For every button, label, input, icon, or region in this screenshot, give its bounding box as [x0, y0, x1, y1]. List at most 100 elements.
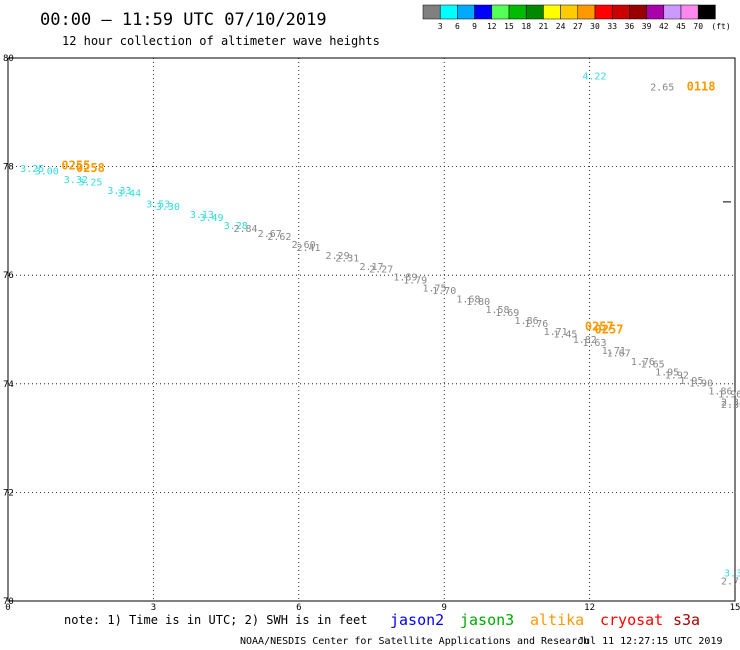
swh-label: 3.13: [190, 210, 214, 221]
swh-label: 1.76: [631, 357, 655, 368]
swh-label: 1.69: [495, 308, 519, 319]
swh-label: 1.76: [524, 319, 548, 330]
timestamp-text: Jul 11 12:27:15 UTC 2019: [578, 636, 723, 647]
swh-label: 2.17: [359, 262, 383, 273]
x-tick-label: 0: [5, 603, 10, 613]
swh-label: 3.53: [146, 199, 170, 210]
swh-label: 1.68: [456, 294, 480, 305]
swh-label: 1.79: [403, 275, 427, 286]
chart-subtitle: 12 hour collection of altimeter wave hei…: [62, 34, 380, 48]
swh-label: 1.67: [607, 349, 631, 360]
swh-label: 1.96: [718, 389, 740, 400]
legend-swatch: [457, 4, 475, 20]
legend-swatch: [611, 4, 630, 20]
legend-label: 3: [438, 22, 443, 31]
plot-frame: [7, 57, 736, 602]
legend-label: 9: [472, 22, 477, 31]
legend-label: 30: [590, 22, 600, 31]
swh-label: 1.75: [422, 283, 446, 294]
swh-label: 3.33: [107, 186, 131, 197]
swh-label: 1.89: [393, 273, 417, 284]
swh-label: 1.86: [708, 387, 732, 398]
legend-label: 39: [642, 22, 652, 31]
legend-swatch: [577, 4, 596, 20]
swh-label: 1.92: [665, 370, 689, 381]
swh-label: 1.86: [515, 316, 539, 327]
y-tick-label: 78: [3, 163, 14, 173]
x-tick-label: 9: [441, 603, 446, 613]
pass-time-label: 0258: [76, 161, 105, 175]
swh-label: 3.25: [20, 164, 44, 175]
swh-label: 3.49: [200, 213, 224, 224]
pass-time-label: 0257: [595, 322, 624, 336]
swh-label: 3.25: [78, 178, 102, 189]
legend-swatch: [474, 4, 493, 20]
swh-label: 2.73: [721, 577, 740, 588]
swh-label: 2.35: [721, 398, 740, 409]
x-tick-label: 12: [584, 603, 595, 613]
swh-label: 2.60: [292, 240, 316, 251]
swh-label: 1.95: [679, 376, 703, 387]
swh-label: 3.28: [224, 221, 248, 232]
swh-label: 1.95: [655, 368, 679, 379]
grid-lines: [8, 58, 735, 601]
x-tick-label: 3: [151, 603, 156, 613]
satellite-jason2: jason2: [390, 611, 444, 629]
y-tick-label: 72: [3, 488, 14, 498]
legend-swatch: [629, 4, 647, 20]
legend-swatch: [491, 4, 510, 20]
swh-label: 3.00: [35, 167, 59, 178]
legend-label: 15: [504, 22, 514, 31]
y-tick-label: 74: [3, 380, 14, 390]
legend-label: 12: [487, 22, 497, 31]
swh-label: 2.84: [233, 224, 257, 235]
legend-label: 33: [607, 22, 617, 31]
legend-swatch: [594, 4, 613, 20]
observation-labels: 3.253.003.323.253.333.443.533.303.133.49…: [20, 72, 740, 588]
legend-label: 27: [573, 22, 583, 31]
legend-label: 21: [539, 22, 549, 31]
swh-label: 1.82: [573, 335, 597, 346]
legend-swatch: [543, 4, 561, 20]
swh-label: 3.3: [724, 569, 740, 580]
chart-title: 00:00 – 11:59 UTC 07/10/2019: [40, 10, 327, 30]
legend-label: 45: [676, 22, 686, 31]
swh-label: 1.71: [544, 327, 568, 338]
swh-label: 2.41: [296, 243, 320, 254]
legend-unit: (ft): [711, 22, 730, 31]
satellite-legend: jason2 jason3 altika cryosat s3a: [390, 611, 700, 629]
pass-time-label: 0118: [687, 80, 716, 94]
swh-label: 3.44: [117, 188, 141, 199]
swh-label: 3.30: [156, 202, 180, 213]
legend-label: 42: [659, 22, 669, 31]
x-tick-label: 15: [730, 603, 740, 613]
satellite-s3a: s3a: [673, 611, 700, 629]
legend-swatch: [525, 4, 544, 20]
legend-swatch: [663, 4, 682, 20]
legend-swatch: [439, 4, 458, 20]
legend-label: 70: [693, 22, 703, 31]
pass-time-label: 0257: [585, 320, 614, 334]
pass-time-label: 0255: [61, 158, 90, 172]
legend-label: 6: [455, 22, 460, 31]
legend-swatch: [422, 4, 441, 20]
note-text: note: 1) Time is in UTC; 2) SWH is in fe…: [64, 613, 367, 627]
swh-label: 1.70: [432, 286, 456, 297]
swh-label: 2.65: [650, 83, 674, 94]
swh-label: 1.58: [485, 305, 509, 316]
y-tick-label: 80: [3, 54, 14, 64]
credit-text: NOAA/NESDIS Center for Satellite Applica…: [240, 636, 589, 647]
legend-swatch: [646, 4, 665, 20]
satellite-jason3: jason3: [460, 611, 514, 629]
x-tick-label: 6: [296, 603, 301, 613]
legend-swatch: [680, 4, 699, 20]
swh-label: 1.45: [553, 330, 577, 341]
legend-label: 24: [556, 22, 566, 31]
swh-label: 1.63: [582, 338, 606, 349]
color-scale-legend: 3 6 9 12 15 18 21 24 27 30 33 36 39 42 45 70 (ft): [422, 4, 731, 31]
swh-label: 2.29: [326, 251, 350, 262]
swh-label: 1.80: [466, 297, 490, 308]
legend-swatch: [560, 4, 579, 20]
